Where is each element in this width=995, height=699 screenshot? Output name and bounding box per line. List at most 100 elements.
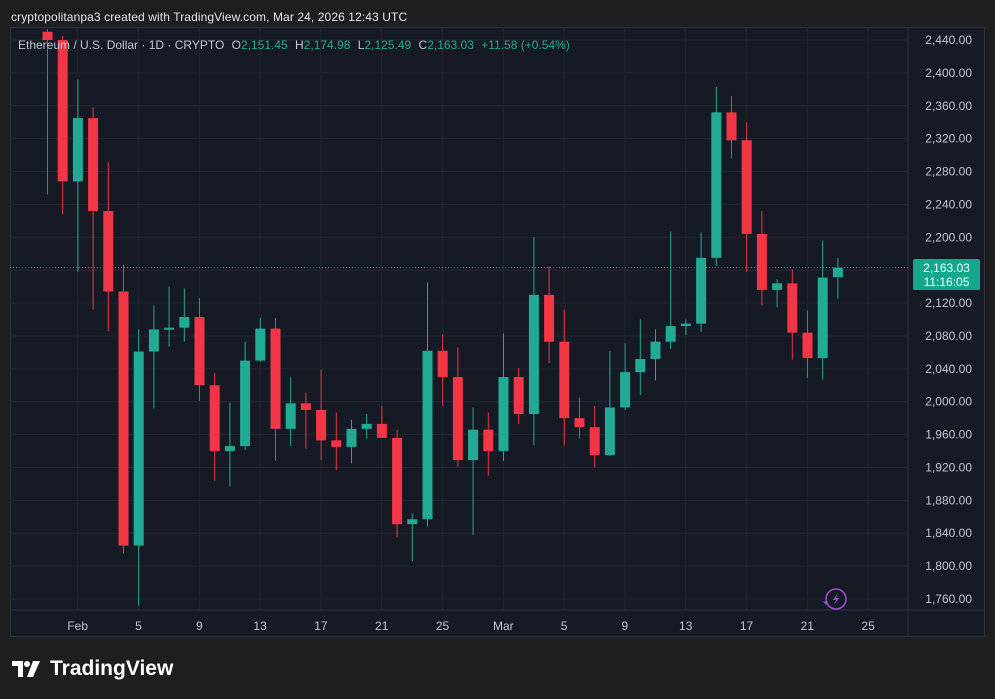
candle-body-up bbox=[224, 446, 235, 452]
candle-body-down bbox=[392, 437, 403, 525]
price-tick-label: 2,440.00 bbox=[925, 33, 972, 47]
candle-body-up bbox=[635, 358, 646, 373]
last-price-badge: 2,163.03 11:16:05 bbox=[913, 259, 980, 290]
high-value: 2,174.98 bbox=[303, 38, 351, 52]
candlestick-chart[interactable]: 2,440.00 2,400.00 2,360.00 2,320.00 2,280.00… bbox=[10, 27, 985, 637]
price-tick-label: 1,800.00 bbox=[925, 559, 972, 573]
price-tick-label: 2,200.00 bbox=[925, 230, 972, 244]
candle-body-up bbox=[680, 323, 691, 327]
candle-body-up bbox=[832, 267, 843, 278]
candle-body-up bbox=[817, 277, 828, 359]
candle-body-up bbox=[650, 341, 661, 359]
time-tick-label: 21 bbox=[801, 619, 815, 633]
price-tick-label: 2,240.00 bbox=[925, 197, 972, 211]
candle-body-down bbox=[559, 341, 570, 419]
candle-body-down bbox=[118, 291, 129, 546]
symbol-legend: Ethereum / U.S. Dollar · 1D · CRYPTO O2,… bbox=[18, 38, 570, 52]
candle-body-up bbox=[285, 403, 296, 429]
time-tick-label: 13 bbox=[253, 619, 267, 633]
open-value: 2,151.45 bbox=[240, 38, 288, 52]
price-tick-label: 1,920.00 bbox=[925, 460, 972, 474]
candle-body-down bbox=[483, 429, 494, 452]
candle-body-down bbox=[331, 440, 342, 447]
close-value: 2,163.03 bbox=[427, 38, 474, 52]
candle-body-down bbox=[452, 377, 463, 461]
price-tick-label: 1,760.00 bbox=[925, 592, 972, 606]
candle-body-up bbox=[620, 372, 631, 408]
candle-body-down bbox=[726, 112, 737, 141]
candle-body-up bbox=[604, 407, 615, 456]
candle-body-up bbox=[696, 257, 707, 324]
candle-body-down bbox=[103, 210, 114, 292]
time-tick-label: 5 bbox=[561, 619, 568, 633]
candle-body-up bbox=[179, 317, 190, 328]
price-tick-label: 2,000.00 bbox=[925, 395, 972, 409]
time-tick-label: 9 bbox=[196, 619, 203, 633]
time-tick-label: 25 bbox=[436, 619, 450, 633]
candle-body-up bbox=[422, 350, 433, 520]
change-value: +11.58 (+0.54%) bbox=[481, 38, 570, 52]
price-tick-label: 2,120.00 bbox=[925, 296, 972, 310]
candle-body-up bbox=[665, 326, 676, 342]
price-tick-label: 2,280.00 bbox=[925, 165, 972, 179]
price-tick-label: 2,040.00 bbox=[925, 362, 972, 376]
candle-body-up bbox=[711, 112, 722, 258]
time-tick-label: Feb bbox=[67, 619, 88, 633]
tradingview-logo-icon bbox=[12, 661, 40, 677]
candle-body-down bbox=[741, 140, 752, 235]
time-tick-label: Mar bbox=[493, 619, 514, 633]
candle-body-up bbox=[255, 328, 266, 361]
price-tick-label: 2,360.00 bbox=[925, 99, 972, 113]
price-tick-label: 2,080.00 bbox=[925, 329, 972, 343]
candle-body-down bbox=[437, 350, 448, 378]
time-tick-label: 5 bbox=[135, 619, 142, 633]
price-tick-label: 1,960.00 bbox=[925, 428, 972, 442]
candle-body-up bbox=[346, 428, 357, 447]
time-tick-label: 21 bbox=[375, 619, 389, 633]
time-axis: Feb 5 9 13 17 21 25 Mar 5 9 13 17 21 25 bbox=[67, 619, 875, 633]
price-tick-label: 1,880.00 bbox=[925, 493, 972, 507]
candle-body-down bbox=[544, 294, 555, 342]
time-tick-label: 17 bbox=[314, 619, 328, 633]
candle-body-down bbox=[756, 234, 767, 290]
high-label: H bbox=[295, 38, 304, 52]
candle-body-down bbox=[270, 328, 281, 429]
brand-name: TradingView bbox=[50, 657, 174, 680]
time-tick-label: 25 bbox=[861, 619, 875, 633]
time-tick-label: 9 bbox=[622, 619, 629, 633]
candle-body-down bbox=[209, 385, 220, 452]
candle-body-up bbox=[72, 118, 83, 182]
candle-body-down bbox=[513, 377, 524, 415]
time-tick-label: 17 bbox=[740, 619, 754, 633]
candle-body-up bbox=[528, 294, 539, 415]
candle-body-down bbox=[57, 40, 68, 182]
candle-body-down bbox=[802, 332, 813, 359]
candle-body-down bbox=[376, 423, 387, 438]
candle-body-down bbox=[88, 118, 99, 211]
candle-body-down bbox=[589, 427, 600, 456]
price-tick-label: 2,320.00 bbox=[925, 132, 972, 146]
candle-body-up bbox=[240, 360, 251, 447]
bar-countdown: 11:16:05 bbox=[923, 275, 970, 289]
candle-body-down bbox=[787, 283, 798, 333]
last-price-value: 2,163.03 bbox=[923, 261, 970, 275]
candle-body-up bbox=[361, 423, 372, 429]
price-tick-label: 1,840.00 bbox=[925, 526, 972, 540]
time-tick-label: 13 bbox=[679, 619, 693, 633]
candle-body-up bbox=[148, 329, 159, 352]
tradingview-brand[interactable]: TradingView bbox=[12, 657, 173, 681]
chart-caption: cryptopolitanpa3 created with TradingVie… bbox=[11, 10, 408, 24]
lightning-icon[interactable] bbox=[822, 588, 847, 610]
symbol-title: Ethereum / U.S. Dollar · 1D · CRYPTO bbox=[18, 38, 225, 52]
low-value: 2,125.49 bbox=[364, 38, 412, 52]
candle-body-down bbox=[574, 418, 585, 428]
open-label: O bbox=[231, 38, 241, 52]
candle-body-down bbox=[42, 31, 53, 40]
candle-body-up bbox=[133, 351, 144, 546]
candle-body-up bbox=[772, 283, 783, 290]
candle-body-down bbox=[300, 403, 311, 410]
candle-body-up bbox=[468, 429, 479, 461]
price-axis: 2,440.00 2,400.00 2,360.00 2,320.00 2,280.00… bbox=[925, 33, 972, 606]
close-label: C bbox=[418, 38, 428, 52]
candle-body-up bbox=[498, 377, 509, 452]
